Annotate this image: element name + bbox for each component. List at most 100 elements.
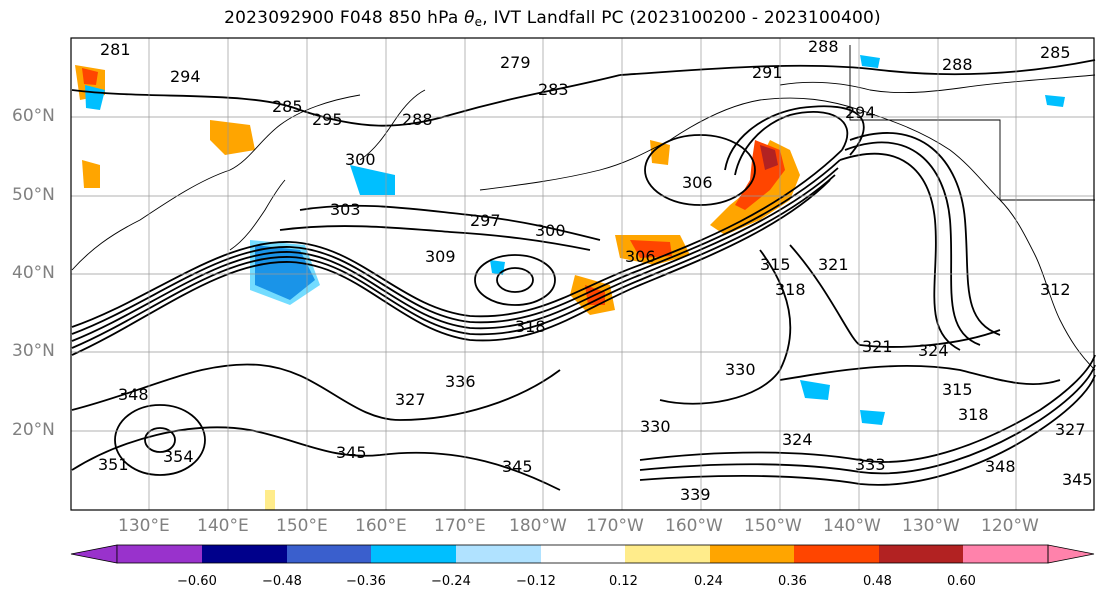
colorbar-seg-1 [117,545,202,563]
shade-cyan-8 [1045,95,1065,107]
colorbar-seg-8 [710,545,794,563]
colorbar-seg-4 [371,545,456,563]
contour-south-4 [639,364,1096,475]
coast-arctic [779,74,1096,94]
shade-cyan-4 [800,380,830,400]
contour-label: 315 [760,255,791,274]
colorbar-seg-3 [287,545,371,563]
contour-label: 306 [625,247,656,266]
contour-label: 303 [330,200,361,219]
contour-label: 345 [502,457,533,476]
lat-label-50n: 50°N [12,185,55,205]
contour-south-1 [71,363,561,421]
colorbar-tick: −0.60 [177,574,217,589]
lon-label: 180°W [509,516,567,536]
coast-kamchatka [359,89,426,161]
contour-alaska-2 [844,141,981,346]
contour-label: 321 [818,255,849,274]
lon-label: 130°E [118,516,170,536]
shade-cyan-2 [350,165,395,195]
shade-red-4 [82,68,98,85]
contour-label: 285 [272,97,303,116]
contour-label: 297 [470,211,501,230]
contour-bundle-5 [71,149,843,328]
contour-label: 318 [775,280,806,299]
colorbar-tick: −0.48 [262,574,302,589]
contour-label: 279 [500,53,531,72]
contour-label: 348 [985,457,1016,476]
contour-east-3 [779,364,1061,386]
contour-north-3 [279,225,591,251]
colorbar-tick: 0.60 [947,574,976,589]
contour-label: 327 [1055,420,1086,439]
contour-label: 351 [98,455,129,474]
contour-label: 330 [640,417,671,436]
contour-south-3 [639,354,1096,463]
coastline-layer [71,45,1096,371]
shade-cyan-7 [860,55,880,68]
lon-label: 150°E [276,516,328,536]
colorbar-seg-5 [456,545,541,563]
lat-label-40n: 40°N [12,263,55,283]
contour-high-354 [114,404,206,476]
coast-japan [229,179,286,251]
lon-label: 170°W [586,516,644,536]
contour-label: 309 [425,247,456,266]
contour-label: 324 [918,341,949,360]
colorbar-seg-2 [202,545,287,563]
contour-label: 318 [958,405,989,424]
contour-east-2 [789,244,1001,348]
contour-label: 312 [1040,280,1071,299]
contour-label: 288 [942,55,973,74]
shade-orange-7 [650,140,670,165]
contour-label: 295 [312,110,343,129]
shade-red-2 [630,240,672,258]
contour-label: 321 [862,337,893,356]
coast-aleutians [479,139,671,191]
contour-label: 354 [163,447,194,466]
coast-bc [999,199,1096,371]
shade-cyan-6 [490,260,505,275]
contour-label: 288 [808,37,839,56]
contour-bundle-3 [71,167,839,342]
contour-hook-1 [734,111,849,176]
contour-alaska-3 [849,132,1001,336]
contour-south-2 [71,426,561,491]
lon-label: 160°W [665,516,723,536]
colorbar [70,544,1095,564]
contour-north-2 [299,204,601,241]
colorbar-tick: −0.36 [346,574,386,589]
contour-label: 300 [535,221,566,240]
map-frame [70,37,1095,511]
contour-high-354-inner [144,427,176,453]
contour-label: 330 [725,360,756,379]
gridlines [71,38,1094,510]
border-canada [849,45,1001,200]
contour-bundle-1 [71,179,831,356]
shade-brown-1 [760,145,778,170]
colorbar-extend-right [1047,544,1095,564]
coast-alaska [669,97,1001,201]
lat-label-20n: 20°N [12,420,55,440]
colorbar-tick: 0.36 [778,574,807,589]
contour-north-4 [619,59,1096,76]
contour-label: 318 [515,317,546,336]
shade-orange-4 [210,120,255,155]
contour-bundle-4 [71,159,841,335]
contour-label: 281 [100,40,131,59]
contour-label: 336 [445,372,476,391]
contour-south-5 [639,374,1096,486]
coast-asia [71,94,361,271]
colorbar-tick: 0.12 [609,574,638,589]
contour-label: 324 [782,430,813,449]
contour-low-pacific [474,254,556,306]
shade-orange-6 [82,160,100,188]
colorbar-seg-9 [794,545,879,563]
contour-bering-306 [644,134,756,206]
lon-label: 140°W [823,516,881,536]
contour-label: 327 [395,390,426,409]
lon-label: 140°E [197,516,249,536]
colorbar-seg-7 [625,545,710,563]
shade-yellow-1 [265,490,275,510]
